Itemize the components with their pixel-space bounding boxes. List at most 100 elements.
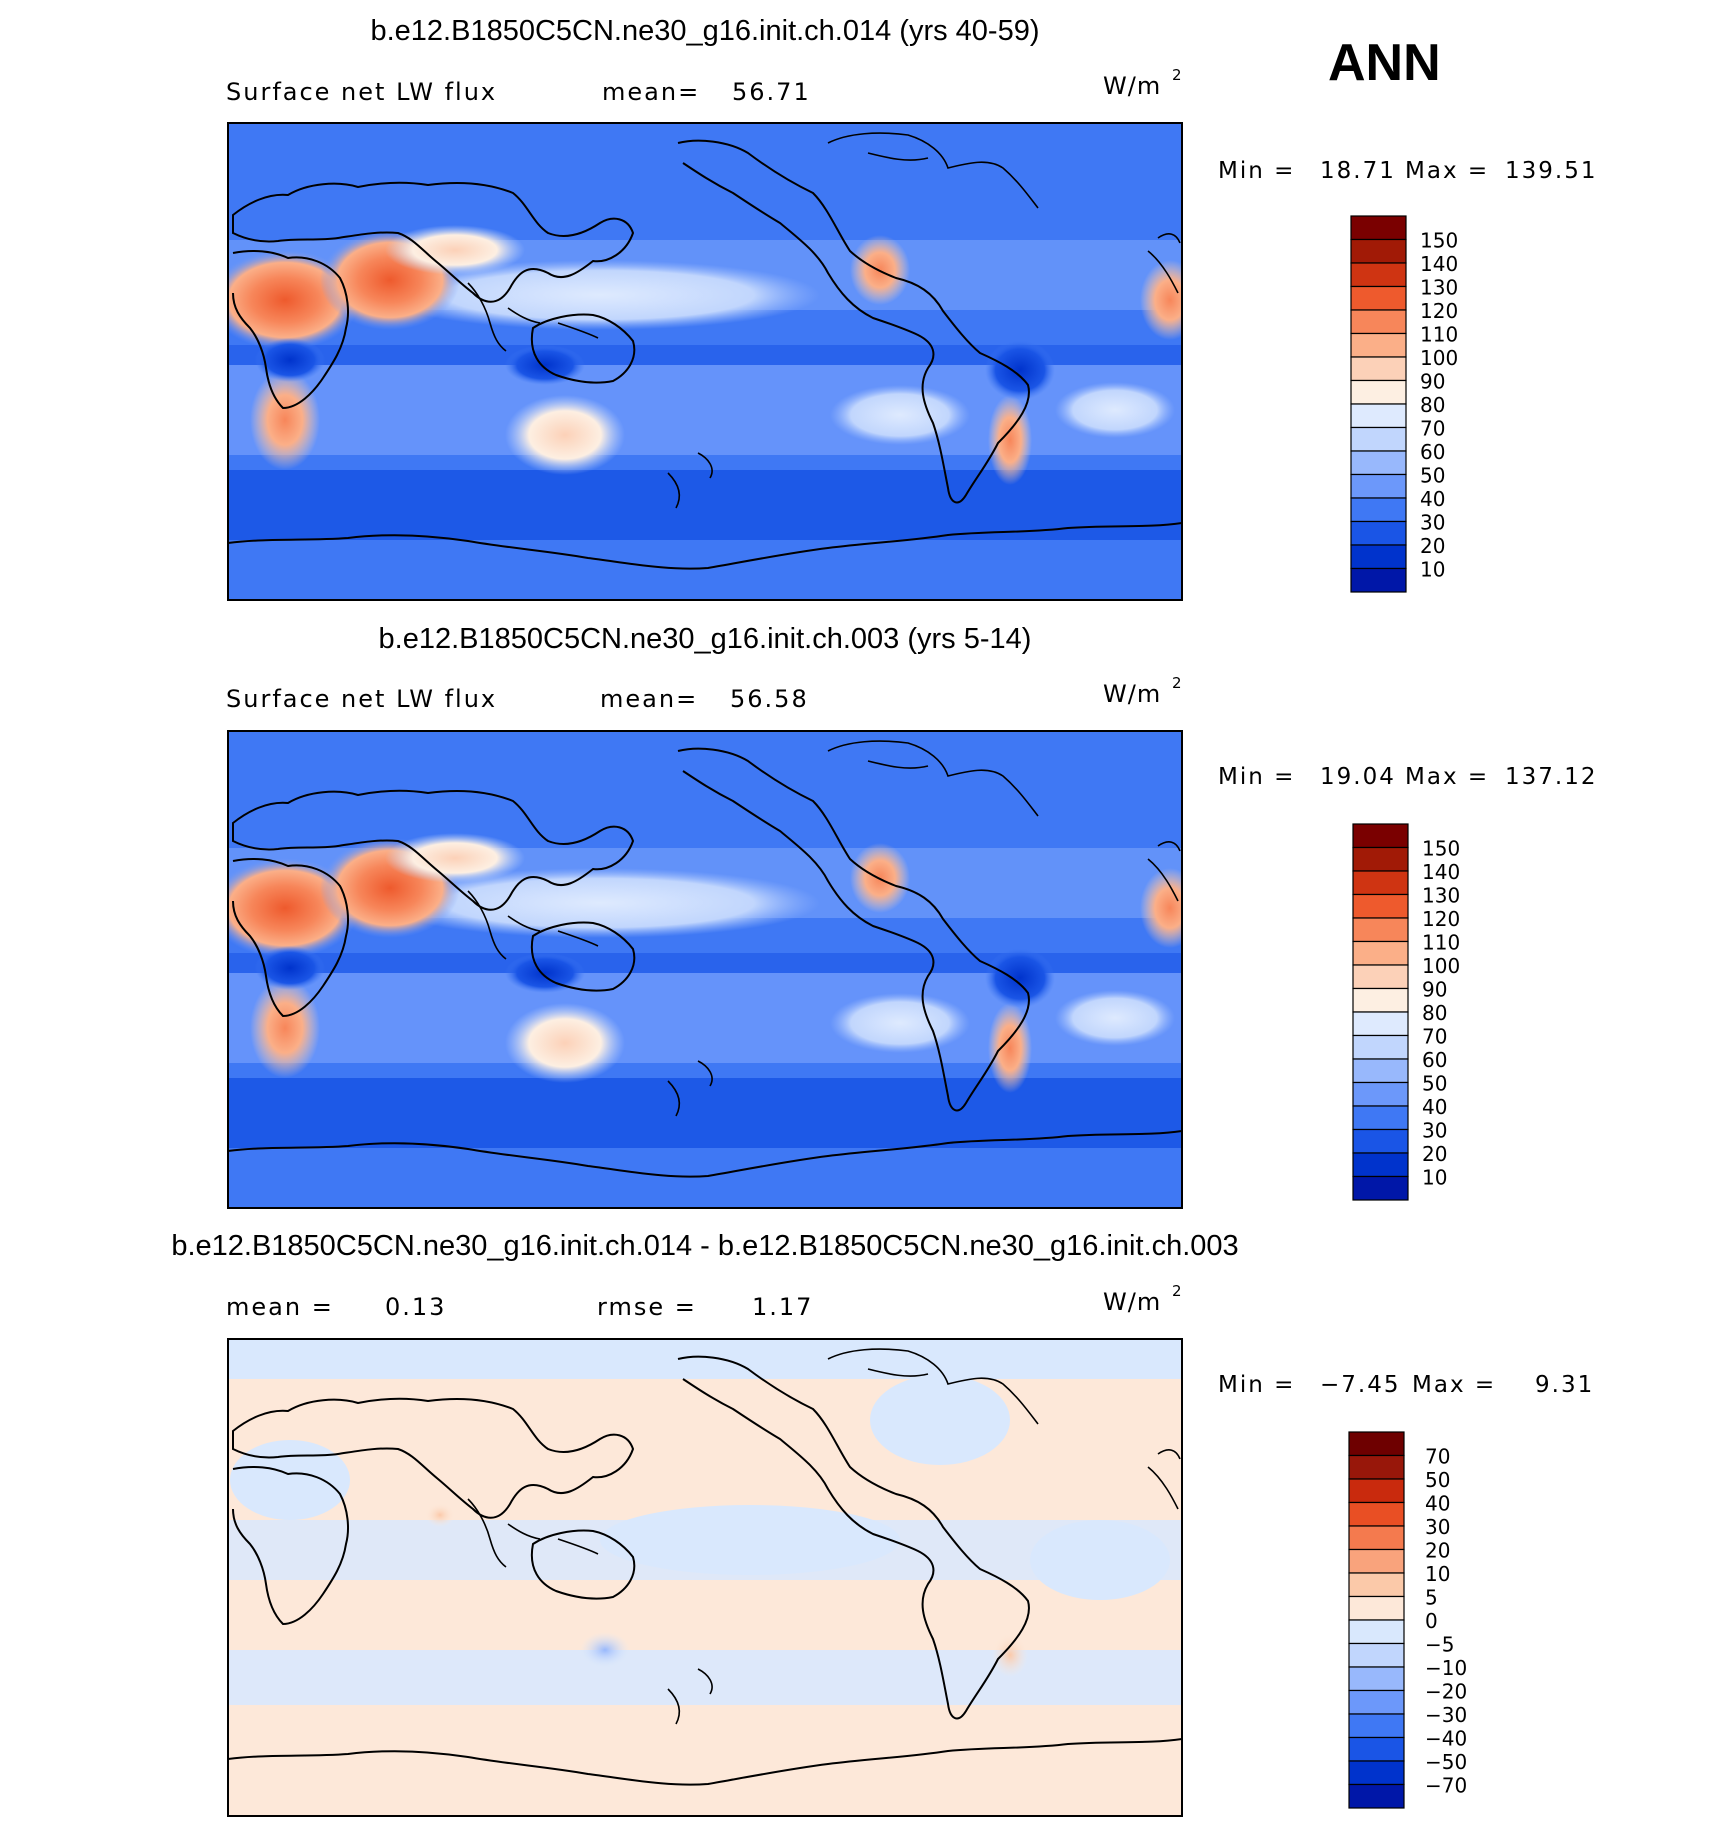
- panel-2-australia: [505, 1003, 625, 1083]
- colorbar-swatch: [1350, 332, 1407, 358]
- panel-1-band-southern-ocean: [228, 470, 1182, 540]
- panel-3-cool-central-pacific: [600, 1505, 900, 1575]
- panel-2: b.e12.B1850C5CN.ne30_g16.init.ch.003 (yr…: [226, 623, 1597, 1209]
- panel-3-rmse-label: rmse =: [597, 1293, 697, 1321]
- colorbar-tick-label: 30: [1422, 1119, 1447, 1143]
- colorbar-swatch: [1348, 1478, 1405, 1504]
- colorbar-swatch: [1352, 870, 1409, 896]
- panel-1-max-value: 139.51: [1505, 158, 1597, 184]
- colorbar-swatch: [1348, 1501, 1405, 1527]
- colorbar-tick-label: 90: [1420, 370, 1445, 394]
- panel-3-rmse-value: 1.17: [752, 1293, 813, 1321]
- colorbar-tick-label: 70: [1420, 417, 1445, 441]
- colorbar-tick-label: 100: [1422, 954, 1460, 978]
- colorbar-swatch: [1352, 987, 1409, 1013]
- colorbar-tick-label: 10: [1422, 1166, 1447, 1190]
- colorbar-tick-label: 120: [1422, 907, 1460, 931]
- colorbar-tick-label: 20: [1420, 534, 1445, 558]
- colorbar-swatch: [1350, 520, 1407, 546]
- colorbar-swatch: [1350, 473, 1407, 499]
- panel-1-australia: [505, 395, 625, 475]
- colorbar-tick-label: −50: [1425, 1750, 1467, 1774]
- colorbar-tick-label: 0: [1425, 1609, 1438, 1633]
- panel-3-pos-india: [425, 1503, 455, 1527]
- colorbar-tick-label: 50: [1425, 1468, 1450, 1492]
- panel-2-pale-pacific-s: [830, 993, 970, 1053]
- panel-1-pale-pacific-n: [380, 260, 820, 330]
- colorbar-tick-label: 150: [1420, 229, 1458, 253]
- season-label: ANN: [1328, 34, 1441, 92]
- colorbar-swatch: [1350, 403, 1407, 429]
- colorbar-swatch: [1348, 1666, 1405, 1692]
- colorbar-tick-label: 30: [1425, 1515, 1450, 1539]
- colorbar-swatch: [1352, 917, 1409, 943]
- colorbar-swatch: [1348, 1431, 1405, 1457]
- panel-2-band-antarctic: [228, 1158, 1182, 1208]
- colorbar-tick-label: 130: [1422, 884, 1460, 908]
- colorbar-swatch: [1350, 450, 1407, 476]
- colorbar-tick-label: −40: [1425, 1727, 1467, 1751]
- panel-1-nw-africa-edge: [1140, 260, 1182, 340]
- panel-1-unit: W/m 2: [1103, 66, 1182, 100]
- colorbar-swatch: [1352, 940, 1409, 966]
- colorbar-swatch: [1350, 567, 1407, 593]
- panel-2-congo: [255, 946, 325, 990]
- colorbar-tick-label: −10: [1425, 1656, 1467, 1680]
- colorbar-swatch: [1350, 379, 1407, 405]
- colorbar-swatch: [1350, 309, 1407, 335]
- panel-1-frame: [227, 122, 1183, 601]
- colorbar-swatch: [1348, 1783, 1405, 1809]
- colorbar-tick-label: 60: [1420, 440, 1445, 464]
- panel-1-unit-label: W/m: [1103, 72, 1161, 100]
- colorbar-tick-label: 5: [1425, 1586, 1438, 1610]
- panel-1-band-itcz: [228, 345, 1182, 365]
- panel-2-mean-label: mean=: [600, 685, 698, 713]
- panel-2-max-value: 137.12: [1505, 764, 1597, 790]
- colorbar-swatch: [1352, 846, 1409, 872]
- colorbar-swatch: [1352, 1105, 1409, 1131]
- panel-1-max-label: Max =: [1405, 158, 1489, 184]
- colorbar-swatch: [1352, 1058, 1409, 1084]
- panel-3-left-label: mean =: [226, 1293, 334, 1321]
- colorbar-tick-label: 130: [1420, 276, 1458, 300]
- panel-2-min-value: 19.04: [1320, 764, 1396, 790]
- panel-3-min-value: −7.45: [1320, 1372, 1400, 1398]
- panel-3-max-value: 9.31: [1535, 1372, 1594, 1398]
- colorbar-tick-label: 10: [1425, 1562, 1450, 1586]
- panel-3-left-value: 0.13: [385, 1293, 446, 1321]
- colorbar-swatch: [1352, 1152, 1409, 1178]
- colorbar-swatch: [1348, 1619, 1405, 1645]
- colorbar-swatch: [1348, 1572, 1405, 1598]
- colorbar-tick-label: −20: [1425, 1680, 1467, 1704]
- panel-3-band-antarctic: [228, 1760, 1182, 1816]
- colorbar-tick-label: 70: [1425, 1445, 1450, 1469]
- panel-1-min-label: Min =: [1218, 158, 1295, 184]
- panel-3-min-label: Min =: [1218, 1372, 1295, 1398]
- panel-3-max-label: Max =: [1412, 1372, 1496, 1398]
- panel-2-unit-exponent: 2: [1172, 674, 1182, 692]
- colorbar-tick-label: 150: [1422, 837, 1460, 861]
- panel-2-andes: [988, 1003, 1032, 1093]
- panel-3-australia-negative: [580, 1632, 630, 1668]
- colorbar-tick-label: 100: [1420, 346, 1458, 370]
- panel-2-title: b.e12.B1850C5CN.ne30_g16.init.ch.003 (yr…: [379, 623, 1032, 655]
- panel-3-unit-exponent: 2: [1172, 1282, 1182, 1300]
- colorbar-tick-label: 40: [1422, 1095, 1447, 1119]
- panel-1-min-value: 18.71: [1320, 158, 1396, 184]
- colorbar-swatch: [1348, 1760, 1405, 1786]
- panel-3-band-midlat-s: [228, 1650, 1182, 1705]
- colorbar-tick-label: 120: [1420, 299, 1458, 323]
- panel-1-pale-pacific-s: [830, 385, 970, 445]
- panel-3-band-arctic: [228, 1339, 1182, 1379]
- colorbar-tick-label: 40: [1425, 1492, 1450, 1516]
- colorbar-tick-label: 90: [1422, 978, 1447, 1002]
- colorbar-swatch: [1348, 1689, 1405, 1715]
- colorbar-swatch: [1348, 1525, 1405, 1551]
- colorbar-tick-label: 140: [1422, 860, 1460, 884]
- colorbar-tick-label: 110: [1420, 323, 1458, 347]
- colorbar-swatch: [1348, 1454, 1405, 1480]
- colorbar-swatch: [1352, 1034, 1409, 1060]
- colorbar-tick-label: −30: [1425, 1703, 1467, 1727]
- panel-3-map: [228, 1339, 1182, 1816]
